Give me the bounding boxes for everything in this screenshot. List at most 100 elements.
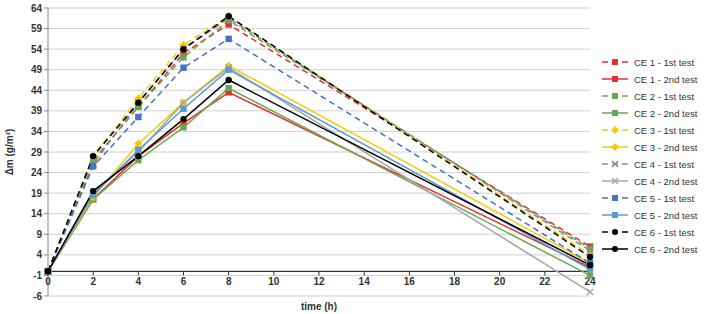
legend-label: CE 2 - 1st test [634,91,695,102]
series-line [48,88,590,275]
legend-marker [612,93,618,99]
marker [135,114,141,120]
grid-line [48,152,590,153]
legend-label: CE 6 - 1st test [634,227,695,238]
y-tick-label: 34 [31,126,43,137]
y-tick [44,193,48,194]
grid-line [48,296,590,297]
y-tick [44,8,48,9]
marker [135,99,141,105]
chart: -6-1491419242934394449545964024681012141… [0,0,728,314]
marker [44,267,52,275]
marker [89,152,97,160]
x-tick [454,271,455,275]
marker [180,54,186,60]
marker [587,254,593,260]
x-tick-label: 0 [45,276,51,287]
series-line [48,80,590,271]
grid-line [48,254,590,255]
grid-line [48,49,590,50]
marker [180,124,186,130]
legend-marker [612,246,618,252]
series-line [48,70,590,272]
x-tick-label: 8 [226,276,232,287]
grid-line [48,69,590,70]
y-tick [44,296,48,297]
x-tick-label: 20 [494,276,506,287]
x-tick-label: 2 [90,276,96,287]
marker [180,116,186,122]
y-tick [44,90,48,91]
marker [587,248,593,254]
x-tick [273,271,274,275]
grid-line [48,90,590,91]
y-tick [44,213,48,214]
marker [225,85,231,91]
x-tick [364,271,365,275]
y-tick-label: 29 [31,147,43,158]
y-tick-label: 49 [31,64,43,75]
series-line [48,16,590,271]
legend-label: CE 5 - 2nd test [634,210,698,221]
x-tick-label: 6 [181,276,187,287]
marker [90,153,96,159]
legend-marker [612,59,618,65]
grid-line [48,131,590,132]
marker [45,268,51,274]
marker [45,268,51,274]
x-tick-label: 18 [449,276,461,287]
marker [134,140,142,148]
legend-marker [612,76,618,82]
marker [135,153,141,159]
marker [225,36,231,42]
x-tick-label: 12 [313,276,325,287]
y-tick-label: 39 [31,105,43,116]
legend-marker [612,229,618,235]
marker [180,64,186,70]
x-tick-label: 10 [268,276,280,287]
marker [45,268,51,274]
grid-line [48,8,590,9]
legend-label: CE 4 - 1st test [634,159,695,170]
legend-marker [612,110,618,116]
legend-label: CE 1 - 2nd test [634,74,698,85]
marker [135,147,141,153]
series-line [48,68,590,292]
marker [44,267,52,275]
y-axis [48,8,49,296]
x-tick [319,271,320,275]
x-tick-label: 22 [539,276,551,287]
legend-label: CE 3 - 2nd test [634,142,698,153]
y-tick [44,234,48,235]
marker [587,272,593,278]
marker [180,99,186,105]
grid-line [48,28,590,29]
legend-label: CE 6 - 2nd test [634,244,698,255]
marker [135,153,141,159]
legend-marker [612,161,618,167]
legend-marker [612,212,618,218]
marker [45,268,51,274]
y-tick-label: 4 [36,249,42,260]
y-tick [44,69,48,70]
y-tick-label: 54 [31,44,43,55]
series-line [48,16,590,271]
marker [224,12,232,20]
y-axis-label: Δm (g/m²) [4,129,15,176]
y-tick [44,28,48,29]
y-tick-label: -6 [33,291,42,302]
y-tick-label: 44 [31,85,43,96]
x-tick [138,271,139,275]
legend-label: CE 4 - 2nd test [634,176,698,187]
y-tick-label: 19 [31,188,43,199]
x-tick-label: 4 [136,276,142,287]
marker [45,268,51,274]
marker [45,268,51,274]
y-tick-label: 14 [31,208,43,219]
y-tick [44,152,48,153]
x-tick [93,271,94,275]
marker [45,268,51,274]
marker [45,268,51,274]
x-tick-label: 14 [359,276,371,287]
x-tick [183,271,184,275]
